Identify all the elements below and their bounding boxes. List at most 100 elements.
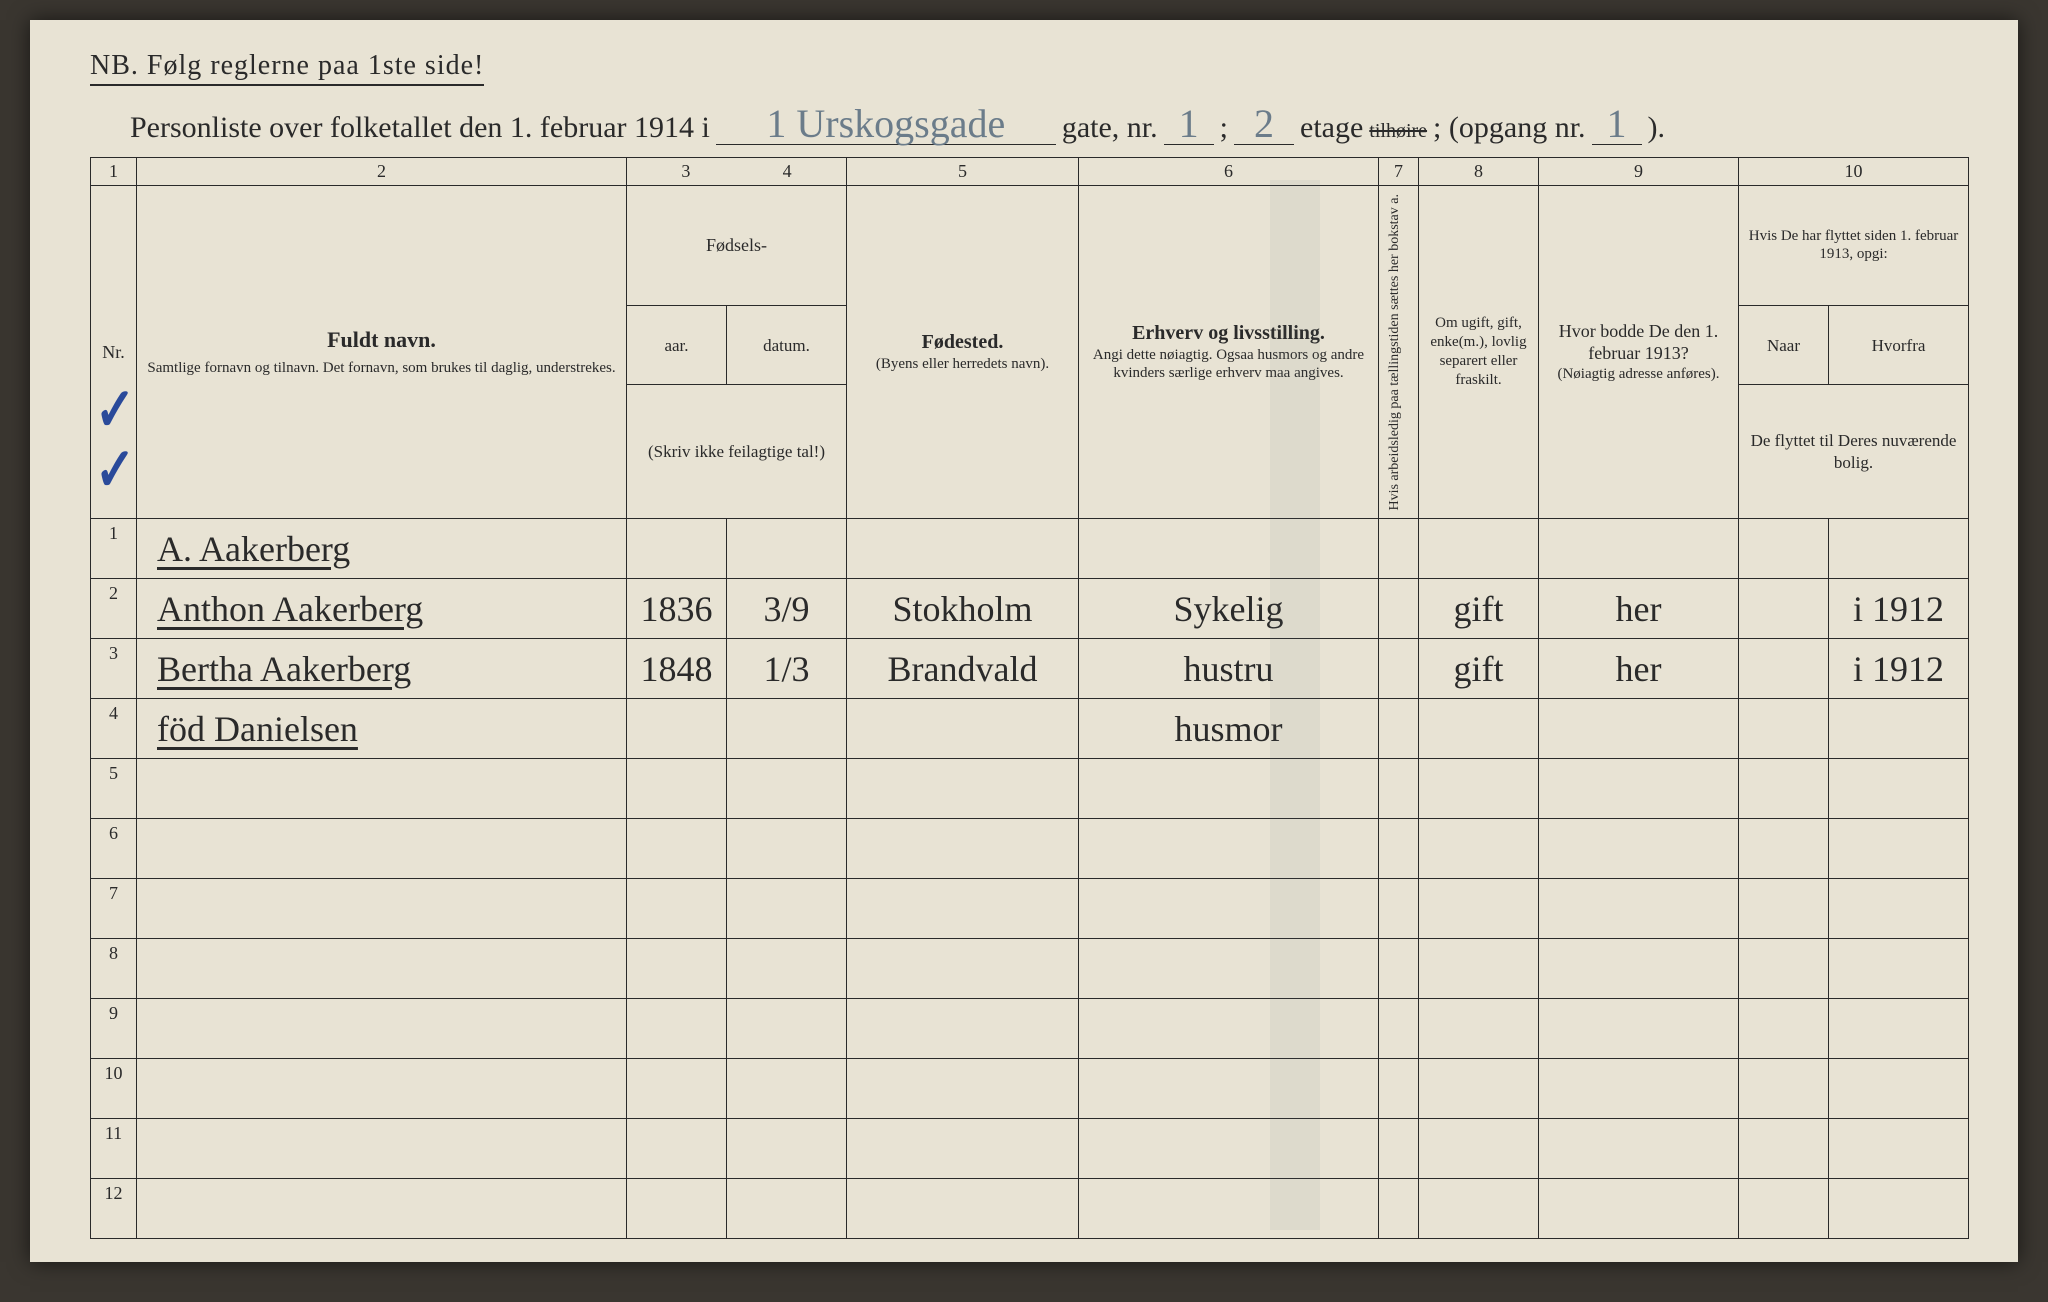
cell-moved-when xyxy=(1739,639,1829,699)
cell-occupation xyxy=(1079,819,1379,879)
cell-birthplace xyxy=(847,1059,1079,1119)
cell-birthplace: Stokholm xyxy=(847,579,1079,639)
cell-col7 xyxy=(1379,879,1419,939)
cell-year xyxy=(627,699,727,759)
cell-birthplace xyxy=(847,819,1079,879)
cell-col7 xyxy=(1379,939,1419,999)
cell-moved-when xyxy=(1739,1179,1829,1239)
hdr-col10c: De flyttet til Deres nuværende bolig. xyxy=(1739,385,1969,519)
hdr-naar: Naar xyxy=(1739,306,1829,385)
cell-occupation xyxy=(1079,999,1379,1059)
cell-occupation: Sykelig xyxy=(1079,579,1379,639)
cell-addr1913: her xyxy=(1539,579,1739,639)
cell-moved-from xyxy=(1829,1059,1969,1119)
cell-year xyxy=(627,1059,727,1119)
cell-date xyxy=(727,999,847,1059)
cell-nr: 3 xyxy=(91,639,137,699)
cell-moved-from xyxy=(1829,1119,1969,1179)
cell-name xyxy=(137,819,627,879)
cell-moved-from xyxy=(1829,939,1969,999)
title-part5: ; (opgang nr. xyxy=(1433,111,1585,145)
cell-year xyxy=(627,519,727,579)
colnum-1: 1 xyxy=(91,158,137,186)
cell-nr: 9 xyxy=(91,999,137,1059)
cell-occupation xyxy=(1079,759,1379,819)
cell-moved-when xyxy=(1739,759,1829,819)
cell-year xyxy=(627,879,727,939)
cell-nr: 10 xyxy=(91,1059,137,1119)
street-fill: 1 Urskogsgade xyxy=(716,104,1056,145)
cell-name xyxy=(137,1119,627,1179)
hdr-erhverv-t: Erhverv og livsstilling. xyxy=(1085,321,1372,346)
cell-status xyxy=(1419,1059,1539,1119)
cell-name xyxy=(137,879,627,939)
cell-occupation xyxy=(1079,1119,1379,1179)
cell-nr: 2 xyxy=(91,579,137,639)
colnum-4: 4 xyxy=(739,160,836,183)
hdr-col9: Hvor bodde De den 1. februar 1913? (Nøia… xyxy=(1539,185,1739,519)
cell-addr1913 xyxy=(1539,1059,1739,1119)
cell-year xyxy=(627,939,727,999)
table-header: 1 2 3 4 5 6 7 8 9 10 Nr. Fuldt navn. Sam… xyxy=(91,158,1969,519)
cell-addr1913 xyxy=(1539,1119,1739,1179)
cell-col7 xyxy=(1379,699,1419,759)
cell-name: föd Danielsen xyxy=(137,699,627,759)
title-part2: gate, nr. xyxy=(1062,111,1158,145)
cell-name xyxy=(137,999,627,1059)
cell-moved-from xyxy=(1829,759,1969,819)
cell-moved-from xyxy=(1829,879,1969,939)
cell-occupation xyxy=(1079,939,1379,999)
cell-year: 1836 xyxy=(627,579,727,639)
table-row: 4föd Danielsenhusmor xyxy=(91,699,1969,759)
title-part6: ). xyxy=(1648,111,1666,145)
cell-name: Bertha Aakerberg xyxy=(137,639,627,699)
table-row: 8 xyxy=(91,939,1969,999)
cell-addr1913 xyxy=(1539,699,1739,759)
cell-birthplace xyxy=(847,879,1079,939)
cell-year xyxy=(627,759,727,819)
hdr-col9-s: (Nøiagtig adresse anføres). xyxy=(1545,365,1732,384)
colnum-10: 10 xyxy=(1739,158,1969,186)
cell-addr1913 xyxy=(1539,819,1739,879)
hdr-name: Fuldt navn. Samtlige fornavn og tilnavn.… xyxy=(137,185,627,519)
hdr-col7-t: Hvis arbeidsledig paa tællingstiden sætt… xyxy=(1385,190,1404,515)
cell-status: gift xyxy=(1419,579,1539,639)
census-page: NB. Følg reglerne paa 1ste side! Personl… xyxy=(30,20,2018,1262)
cell-occupation xyxy=(1079,879,1379,939)
cell-addr1913 xyxy=(1539,939,1739,999)
cell-moved-from xyxy=(1829,519,1969,579)
opgang-fill: 1 xyxy=(1592,104,1642,145)
cell-name: A. Aakerberg xyxy=(137,519,627,579)
cell-col7 xyxy=(1379,579,1419,639)
blue-check-icon: ✓ xyxy=(95,435,135,505)
table-row: 7 xyxy=(91,879,1969,939)
cell-nr: 8 xyxy=(91,939,137,999)
hdr-fodested-t: Fødested. xyxy=(853,330,1072,355)
etage-fill: 2 xyxy=(1234,104,1294,145)
colnum-9: 9 xyxy=(1539,158,1739,186)
cell-year: 1848 xyxy=(627,639,727,699)
title-line: Personliste over folketallet den 1. febr… xyxy=(90,104,1968,145)
cell-date xyxy=(727,939,847,999)
cell-date xyxy=(727,519,847,579)
cell-date xyxy=(727,819,847,879)
cell-moved-when xyxy=(1739,1119,1829,1179)
cell-status xyxy=(1419,939,1539,999)
cell-moved-when xyxy=(1739,579,1829,639)
cell-moved-when xyxy=(1739,819,1829,879)
cell-status xyxy=(1419,999,1539,1059)
colnum-3: 3 xyxy=(638,160,735,183)
hdr-col10: Hvis De har flyttet siden 1. februar 191… xyxy=(1739,185,1969,306)
nb-header: NB. Følg reglerne paa 1ste side! xyxy=(90,50,484,86)
census-table: 1 2 3 4 5 6 7 8 9 10 Nr. Fuldt navn. Sam… xyxy=(90,157,1969,1239)
cell-addr1913 xyxy=(1539,759,1739,819)
hdr-col9-t: Hvor bodde De den 1. februar 1913? xyxy=(1545,320,1732,365)
cell-moved-from xyxy=(1829,999,1969,1059)
cell-date xyxy=(727,699,847,759)
cell-status xyxy=(1419,879,1539,939)
cell-col7 xyxy=(1379,639,1419,699)
cell-status xyxy=(1419,1179,1539,1239)
colnum-2: 2 xyxy=(137,158,627,186)
table-row: 10 xyxy=(91,1059,1969,1119)
cell-moved-from xyxy=(1829,699,1969,759)
